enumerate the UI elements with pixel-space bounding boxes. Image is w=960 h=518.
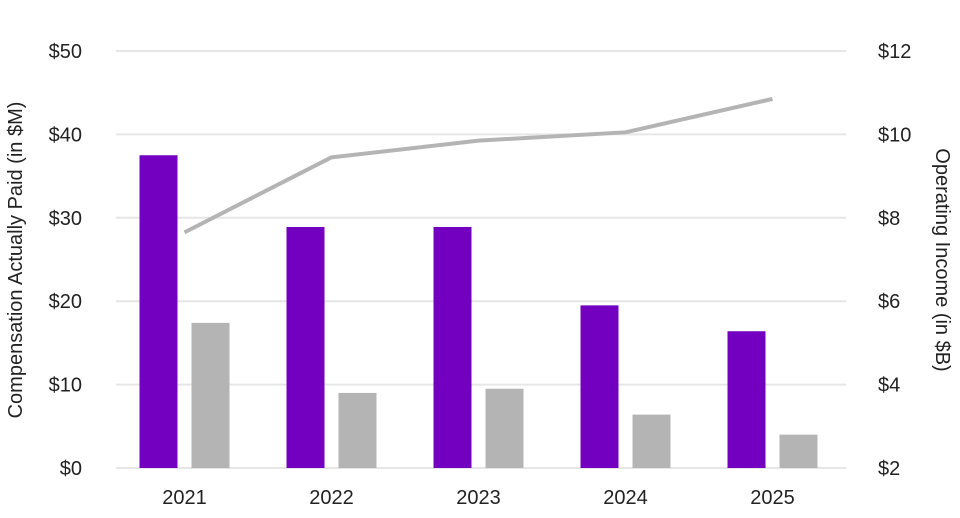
bar-series-1 [580, 305, 619, 468]
y2-tick-label: $12 [878, 41, 911, 63]
y-tick-label: $30 [49, 208, 82, 230]
bar-series-1 [727, 331, 766, 468]
y2-tick-label: $2 [878, 458, 900, 480]
bar-series-2 [485, 388, 524, 468]
right-axis-ticks: $2 $4 $6 $8 $10 $12 [878, 41, 911, 480]
y2-tick-label: $8 [878, 208, 900, 230]
y2-axis-title: Operating Income (in $B) [931, 148, 953, 371]
gridlines [116, 50, 846, 469]
bars [139, 155, 818, 468]
y-tick-label: $40 [49, 124, 82, 146]
bar-series-2 [779, 434, 818, 468]
bar-series-2 [191, 322, 230, 468]
y-tick-label: $0 [60, 458, 82, 480]
x-tick-label: 2022 [309, 487, 354, 509]
x-tick-label: 2021 [162, 487, 207, 509]
y-tick-label: $50 [49, 41, 82, 63]
x-tick-label: 2025 [750, 487, 795, 509]
operating-income-line [183, 97, 773, 235]
x-tick-label: 2024 [603, 487, 648, 509]
bar-series-1 [433, 226, 472, 468]
y2-tick-label: $6 [878, 291, 900, 313]
y2-tick-label: $4 [878, 375, 900, 397]
x-axis-ticks: 2021 2022 2023 2024 2025 [162, 487, 795, 509]
bar-series-2 [338, 392, 377, 468]
bar-series-1 [139, 155, 178, 468]
left-axis-ticks: $0 $10 $20 $30 $40 $50 [49, 41, 82, 480]
y-tick-label: $10 [49, 375, 82, 397]
x-tick-label: 2023 [456, 487, 501, 509]
bar-series-2 [632, 414, 671, 468]
bar-series-1 [286, 226, 325, 468]
y-tick-label: $20 [49, 291, 82, 313]
y2-tick-label: $10 [878, 124, 911, 146]
y-axis-title: Compensation Actually Paid (in $M) [5, 102, 27, 419]
line-series [183, 97, 773, 235]
